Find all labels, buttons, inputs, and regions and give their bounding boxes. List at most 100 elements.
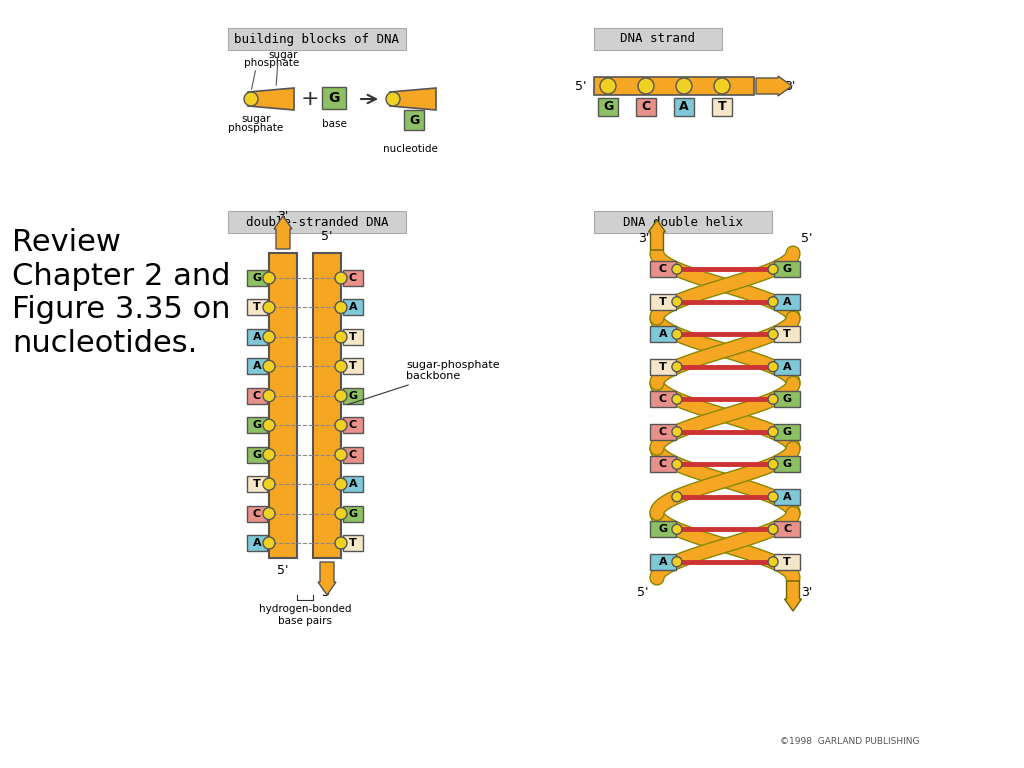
Bar [247,476,267,492]
Text: 3': 3' [322,586,333,599]
Text: base: base [322,119,346,129]
Text: 3': 3' [278,210,289,223]
Bar [247,535,267,551]
Circle shape [768,459,778,469]
Text: G: G [329,91,340,105]
Circle shape [768,525,778,535]
Text: T: T [349,361,357,372]
Circle shape [600,78,616,94]
Bar [404,110,424,130]
Circle shape [335,478,347,490]
Circle shape [335,360,347,372]
Text: C: C [253,508,261,518]
Circle shape [672,525,682,535]
Circle shape [672,264,682,274]
Text: C: C [349,420,357,430]
Bar [247,505,267,521]
Circle shape [672,459,682,469]
Bar [343,270,362,286]
Text: G: G [782,394,792,404]
Bar [594,77,754,95]
Bar [650,456,676,472]
Text: A: A [658,329,668,339]
Circle shape [263,449,275,461]
FancyArrow shape [648,220,666,250]
Text: phosphate: phosphate [244,58,299,68]
Circle shape [768,427,778,437]
Bar [650,424,676,440]
Text: T: T [253,303,261,313]
Circle shape [335,331,347,343]
Circle shape [335,390,347,402]
Circle shape [672,492,682,502]
FancyArrow shape [756,76,792,96]
Bar [594,211,772,233]
Bar [343,447,362,462]
Text: sugar: sugar [242,114,270,124]
Bar [228,28,406,50]
Bar [247,417,267,433]
Circle shape [335,537,347,549]
Text: G: G [348,508,357,518]
Text: 5': 5' [278,564,289,577]
Circle shape [263,331,275,343]
Circle shape [263,302,275,313]
Circle shape [263,272,275,284]
Circle shape [768,362,778,372]
Bar [343,535,362,551]
Bar [650,326,676,343]
Circle shape [714,78,730,94]
Text: 5': 5' [801,231,812,244]
FancyArrow shape [274,216,292,249]
Text: G: G [603,101,613,114]
Circle shape [672,557,682,567]
Text: C: C [783,525,792,535]
FancyArrow shape [318,562,336,595]
Text: C: C [658,427,667,437]
Text: phosphate: phosphate [228,123,284,133]
Circle shape [638,78,654,94]
Bar [228,211,406,233]
Bar [712,98,732,116]
Circle shape [263,360,275,372]
Text: C: C [349,450,357,460]
Circle shape [768,557,778,567]
Circle shape [768,296,778,306]
Bar [594,28,722,50]
Text: ©1998  GARLAND PUBLISHING: ©1998 GARLAND PUBLISHING [780,737,920,746]
Bar [247,300,267,316]
Text: C: C [349,273,357,283]
Text: T: T [783,557,791,567]
Polygon shape [390,88,436,110]
Text: +: + [301,89,319,109]
Text: double-stranded DNA: double-stranded DNA [246,216,388,229]
Text: T: T [253,479,261,489]
Text: C: C [658,264,667,274]
Circle shape [263,478,275,490]
Text: DNA double helix: DNA double helix [623,216,743,229]
Text: G: G [782,264,792,274]
Circle shape [768,264,778,274]
Text: G: G [253,450,261,460]
Circle shape [768,492,778,502]
Text: T: T [783,329,791,339]
Text: sugar-phosphate
backbone: sugar-phosphate backbone [347,359,500,405]
Bar [774,261,800,277]
Circle shape [676,78,692,94]
Text: A: A [253,361,261,372]
Circle shape [768,394,778,404]
Bar [674,98,694,116]
Text: 5': 5' [322,230,333,243]
Bar [247,388,267,404]
Text: T: T [659,296,667,306]
Text: G: G [409,114,419,127]
Circle shape [335,272,347,284]
Bar [650,554,676,570]
Text: 3': 3' [801,587,812,600]
Text: nucleotide: nucleotide [383,144,437,154]
Bar [598,98,618,116]
Polygon shape [248,88,294,110]
Bar [247,329,267,345]
Text: T: T [718,101,726,114]
Bar [650,261,676,277]
